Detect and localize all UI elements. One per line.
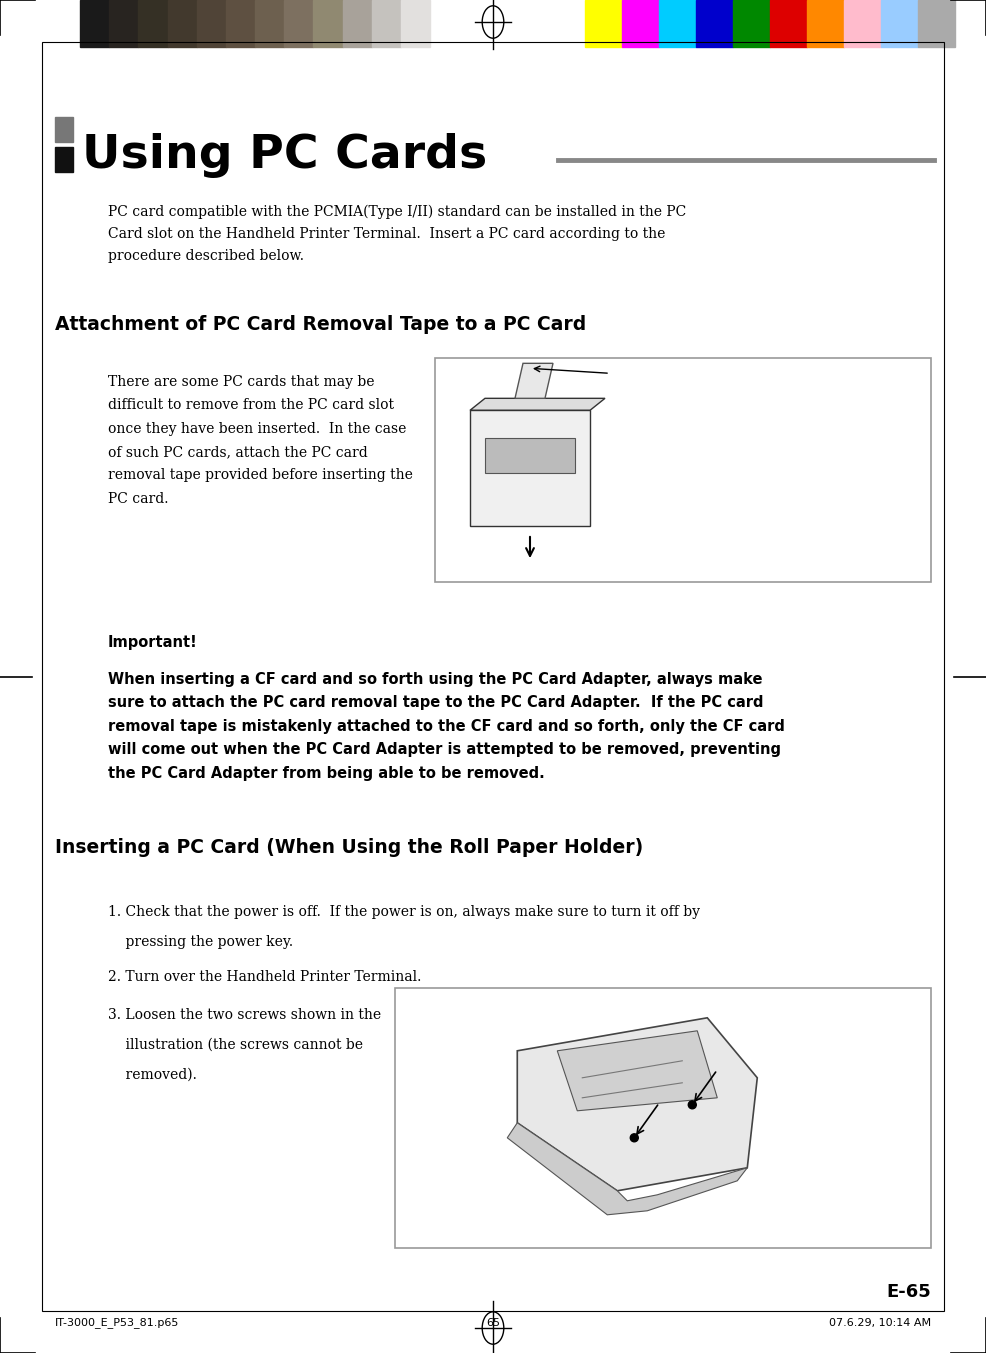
Bar [485,438,575,474]
Bar [80,0,109,47]
Bar [733,0,770,47]
Text: IT-3000_E_P53_81.p65: IT-3000_E_P53_81.p65 [55,1318,179,1329]
Text: Important!: Important! [108,635,198,649]
Circle shape [630,1134,638,1142]
Bar [807,0,844,47]
Bar [696,0,733,47]
Polygon shape [515,364,553,398]
Bar [585,0,622,47]
Bar [372,0,401,47]
Polygon shape [507,1123,747,1215]
Bar [196,0,226,47]
Text: Attachment of PC Card Removal Tape to a PC Card: Attachment of PC Card Removal Tape to a … [55,315,587,334]
Bar [622,0,659,47]
Text: PC card compatible with the PCMIA(Type I/II) standard can be installed in the PC: PC card compatible with the PCMIA(Type I… [108,206,686,262]
Text: 1. Check that the power is off.  If the power is on, always make sure to turn it: 1. Check that the power is off. If the p… [108,905,700,919]
Bar [138,0,168,47]
Bar [342,0,372,47]
Text: Using PC Cards: Using PC Cards [82,133,487,177]
Text: E-65: E-65 [886,1283,931,1302]
Text: PC card removal tape: PC card removal tape [615,367,761,380]
Text: When inserting a CF card and so forth using the PC Card Adapter, always make
sur: When inserting a CF card and so forth us… [108,672,785,781]
Bar [314,0,342,47]
Bar [770,0,807,47]
Text: 3. Loosen the two screws shown in the: 3. Loosen the two screws shown in the [108,1008,382,1022]
Bar [55,147,73,172]
Bar [395,988,931,1247]
Bar [401,0,430,47]
Text: removed).: removed). [108,1068,197,1082]
Text: There are some PC cards that may be
difficult to remove from the PC card slot
on: There are some PC cards that may be diff… [108,375,413,506]
Text: Direction of insertion: Direction of insertion [545,544,687,557]
Bar [844,0,881,47]
Bar [168,0,196,47]
Polygon shape [470,410,590,526]
Circle shape [688,1101,696,1109]
Polygon shape [557,1031,717,1111]
Polygon shape [470,398,605,410]
Text: 65: 65 [486,1318,500,1329]
Bar [881,0,918,47]
Text: 07.6.29, 10:14 AM: 07.6.29, 10:14 AM [829,1318,931,1329]
Polygon shape [518,1017,757,1191]
Bar [55,116,73,142]
Bar [918,0,955,47]
Bar [255,0,284,47]
Text: Inserting a PC Card (When Using the Roll Paper Holder): Inserting a PC Card (When Using the Roll… [55,838,643,856]
Text: 2. Turn over the Handheld Printer Terminal.: 2. Turn over the Handheld Printer Termin… [108,970,421,984]
Text: illustration (the screws cannot be: illustration (the screws cannot be [108,1038,363,1053]
Bar [284,0,314,47]
Bar [226,0,255,47]
Text: pressing the power key.: pressing the power key. [108,935,293,948]
Bar [659,0,696,47]
Bar [109,0,138,47]
Bar [435,359,931,582]
